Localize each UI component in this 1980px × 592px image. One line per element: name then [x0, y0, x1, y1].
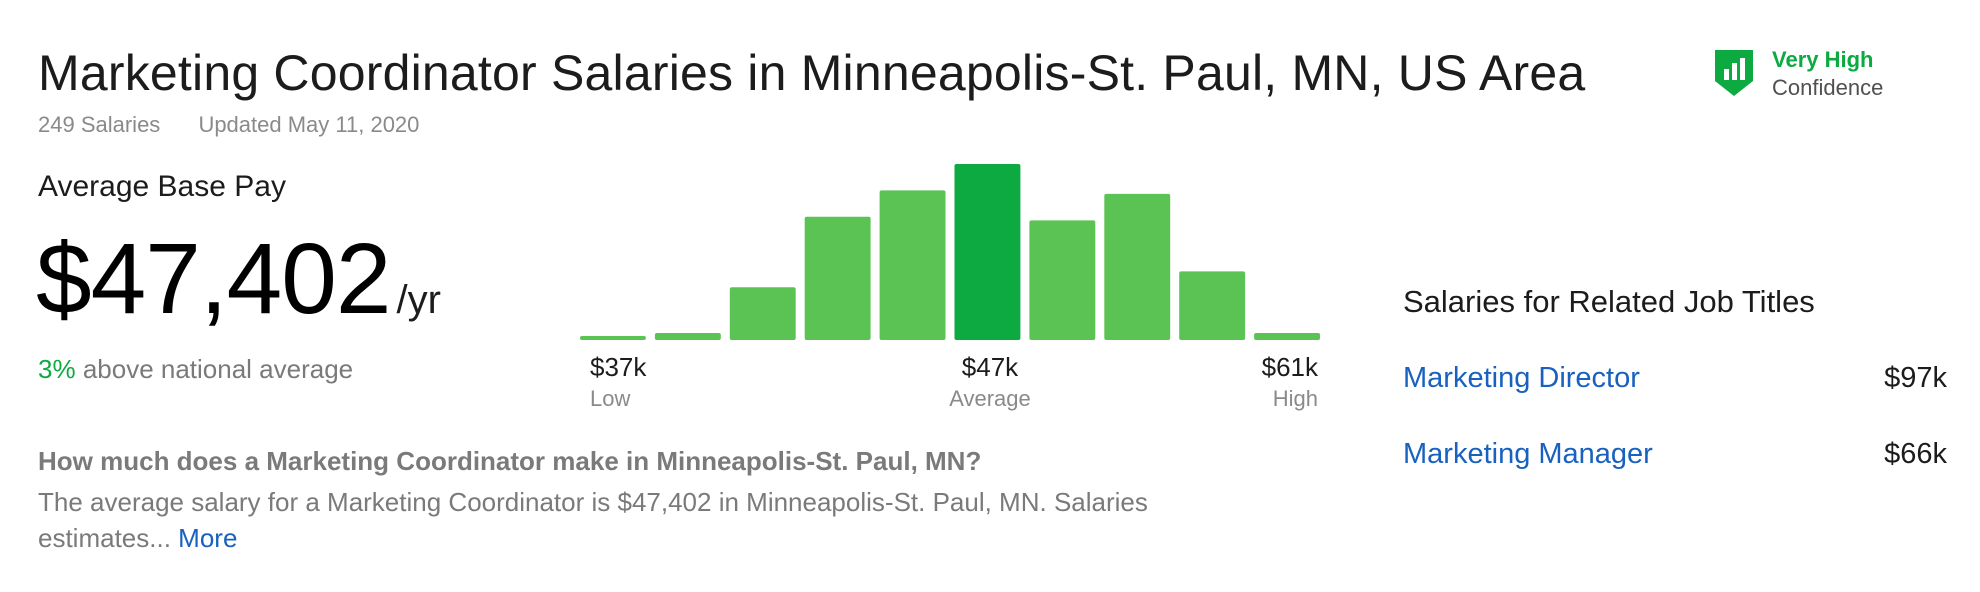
histogram-bar: [729, 287, 796, 340]
page-title: Marketing Coordinator Salaries in Minnea…: [38, 45, 1586, 101]
confidence-level: Very High: [1772, 47, 1874, 72]
faq-question: How much does a Marketing Coordinator ma…: [38, 446, 982, 476]
confidence-badge: Very High Confidence: [1712, 46, 1883, 102]
average-base-pay-label: Average Base Pay: [38, 170, 286, 203]
axis-label-average-value: $47k: [961, 352, 1019, 382]
histogram-bar: [1254, 332, 1320, 340]
histogram-bar: [1029, 220, 1096, 340]
faq-answer: The average salary for a Marketing Coord…: [38, 487, 1148, 553]
histogram-bar-average: [954, 164, 1021, 340]
average-pay-amount: $47,402: [36, 223, 391, 335]
histogram-bar: [804, 216, 871, 340]
faq-answer-block: The average salary for a Marketing Coord…: [38, 484, 1238, 556]
pay-unit: /yr: [396, 278, 441, 322]
histogram-bar: [1179, 271, 1246, 340]
shield-bar-chart-icon: [1715, 50, 1753, 96]
average-base-pay: $47,402/yr: [36, 222, 441, 337]
related-job-row: Marketing Manager $66k: [1403, 434, 1947, 474]
updated-date: Updated May 11, 2020: [198, 112, 420, 137]
axis-label-low: Low: [590, 386, 631, 411]
salary-count: 249 Salaries: [38, 112, 161, 137]
histogram-bar: [580, 336, 646, 340]
related-titles-heading: Salaries for Related Job Titles: [1403, 284, 1815, 319]
related-job-salary: $66k: [1884, 437, 1947, 470]
confidence-label: Confidence: [1772, 75, 1884, 100]
axis-label-low-value: $37k: [590, 352, 647, 382]
salary-distribution-chart: [580, 164, 1320, 340]
axis-label-average: Average: [949, 386, 1031, 411]
histogram-bar: [879, 190, 946, 340]
axis-label-high: High: [1272, 386, 1318, 411]
related-job-link-marketing-director[interactable]: Marketing Director: [1403, 361, 1640, 394]
comparison-percent: 3%: [38, 354, 76, 384]
national-comparison: 3% above national average: [38, 354, 353, 385]
related-job-row: Marketing Director $97k: [1403, 358, 1947, 398]
related-job-salary: $97k: [1884, 361, 1947, 394]
histogram-bar: [654, 332, 721, 340]
related-job-link-marketing-manager[interactable]: Marketing Manager: [1403, 437, 1653, 470]
salary-meta: 249 Salaries Updated May 11, 2020: [38, 112, 419, 138]
comparison-text: above national average: [82, 354, 354, 384]
more-link[interactable]: More: [178, 523, 238, 553]
axis-label-high-value: $61k: [1261, 352, 1318, 382]
histogram-bar: [1104, 193, 1171, 340]
